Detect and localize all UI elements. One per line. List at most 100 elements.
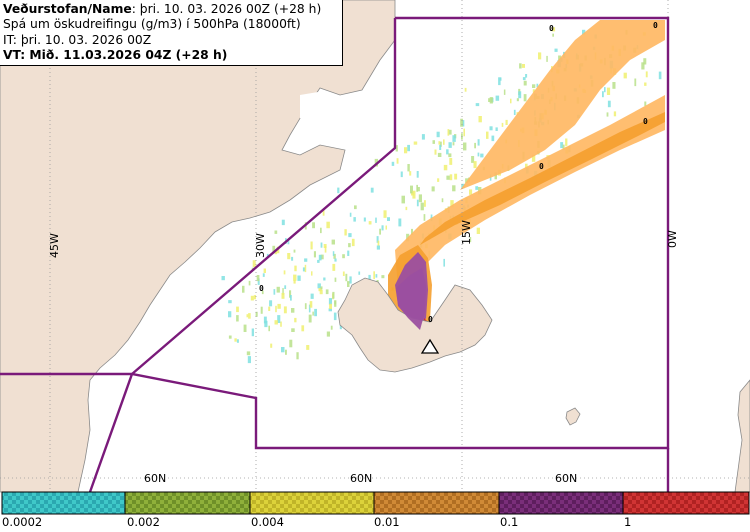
ash-trace-speck xyxy=(293,274,297,281)
ash-trace-speck xyxy=(499,77,502,81)
ash-trace-speck xyxy=(319,289,323,295)
ash-trace-speck xyxy=(236,315,239,322)
ash-trace-speck xyxy=(368,221,372,225)
ash-trace-speck xyxy=(310,293,314,299)
ash-trace-speck xyxy=(342,254,345,259)
ash-trace-speck xyxy=(416,199,419,207)
agency-label: Veðurstofan/Name xyxy=(3,2,132,16)
ash-trace-speck xyxy=(525,74,528,78)
ash-trace-speck xyxy=(432,140,435,144)
ash-trace-speck xyxy=(287,253,291,260)
ash-trace-speck xyxy=(562,144,565,150)
ash-trace-speck xyxy=(297,275,301,281)
ash-trace-speck xyxy=(334,258,337,262)
cell-marker: 0 xyxy=(539,162,544,171)
ash-trace-speck xyxy=(269,300,273,307)
ash-trace-speck xyxy=(282,288,284,295)
ash-trace-speck xyxy=(551,27,556,32)
cell-marker: 0 xyxy=(428,315,433,324)
ash-trace-speck xyxy=(221,276,225,281)
latitude-label-60n: 60N xyxy=(144,472,166,485)
ash-trace-speck xyxy=(309,301,313,308)
ash-trace-speck xyxy=(252,260,256,267)
ash-trace-speck xyxy=(342,271,345,276)
ash-trace-speck xyxy=(644,82,647,86)
ash-trace-speck xyxy=(291,256,294,261)
ash-trace-speck xyxy=(474,142,476,149)
ash-trace-speck xyxy=(330,325,333,330)
ash-trace-speck xyxy=(291,308,295,313)
ash-trace-speck xyxy=(325,289,329,295)
ash-trace-speck xyxy=(228,335,232,339)
ash-trace-speck xyxy=(337,187,340,194)
ash-trace-speck xyxy=(413,141,418,145)
ash-trace-speck xyxy=(475,186,479,190)
ash-trace-speck xyxy=(348,233,352,238)
legend-label: 0.0002 xyxy=(2,515,43,529)
ash-trace-speck xyxy=(465,178,468,184)
ash-trace-speck xyxy=(314,308,317,317)
ash-trace-speck xyxy=(495,127,498,131)
ash-over-iceland xyxy=(396,268,426,330)
ash-trace-speck xyxy=(519,63,522,69)
ash-trace-speck xyxy=(644,101,647,106)
ash-trace-speck xyxy=(641,62,645,70)
ash-trace-speck xyxy=(531,154,536,162)
greenland-landmass xyxy=(0,0,396,493)
ash-trace-speck xyxy=(283,306,287,314)
ash-trace-speck xyxy=(447,129,450,136)
ash-trace-speck xyxy=(312,311,314,316)
longitude-label-15w: 15W xyxy=(460,220,473,245)
ash-trace-speck xyxy=(523,94,527,102)
ash-trace-speck xyxy=(376,236,379,243)
ash-trace-speck xyxy=(373,271,375,280)
ash-trace-speck xyxy=(294,317,297,323)
ash-trace-speck xyxy=(377,240,380,246)
ash-trace-speck xyxy=(274,320,278,325)
ash-trace-speck xyxy=(536,83,539,88)
ash-trace-speck xyxy=(318,254,322,261)
ash-trace-speck xyxy=(582,29,586,35)
ash-trace-speck xyxy=(488,98,491,102)
ash-trace-speck xyxy=(304,303,307,310)
ash-trace-speck xyxy=(469,189,473,195)
ash-trace-speck xyxy=(358,271,361,275)
ash-trace-speck xyxy=(277,315,281,323)
ash-trace-speck xyxy=(302,267,306,272)
ash-trace-speck xyxy=(348,243,351,248)
ash-trace-speck xyxy=(516,98,519,102)
ash-trace-speck xyxy=(293,249,296,253)
ash-trace-speck xyxy=(416,184,418,192)
ash-trace-speck xyxy=(417,187,420,192)
ash-trace-speck xyxy=(246,351,251,356)
ash-trace-speck xyxy=(311,271,313,276)
ash-trace-speck xyxy=(421,134,425,140)
ash-trace-speck xyxy=(310,241,313,250)
ash-trace-speck xyxy=(281,292,285,299)
ash-trace-speck xyxy=(251,328,254,337)
ash-trace-speck xyxy=(439,141,442,147)
latitude-label-60n: 60N xyxy=(555,472,577,485)
ash-trace-speck xyxy=(423,214,426,221)
ash-trace-speck xyxy=(434,149,437,155)
ash-trace-speck xyxy=(437,152,442,157)
ash-trace-speck xyxy=(262,273,265,277)
ash-trace-speck xyxy=(333,253,336,259)
ash-trace-speck xyxy=(354,205,357,210)
ash-trace-speck xyxy=(313,251,316,258)
cell-marker: 0 xyxy=(653,21,658,30)
ash-trace-speck xyxy=(612,82,616,89)
ash-trace-speck xyxy=(398,218,402,227)
ash-trace-speck xyxy=(443,139,445,145)
ash-trace-speck xyxy=(391,161,395,166)
ash-trace-speck xyxy=(471,156,475,163)
legend-label: 0.01 xyxy=(374,515,400,529)
ash-trace-speck xyxy=(558,55,562,60)
ash-trace-speck xyxy=(317,259,320,263)
ash-trace-speck xyxy=(296,352,299,360)
ash-trace-speck xyxy=(320,254,324,260)
ash-trace-speck xyxy=(263,316,267,324)
ash-trace-speck xyxy=(332,263,336,271)
ash-trace-speck xyxy=(281,219,285,226)
volcano-triangle-icon xyxy=(420,338,440,354)
